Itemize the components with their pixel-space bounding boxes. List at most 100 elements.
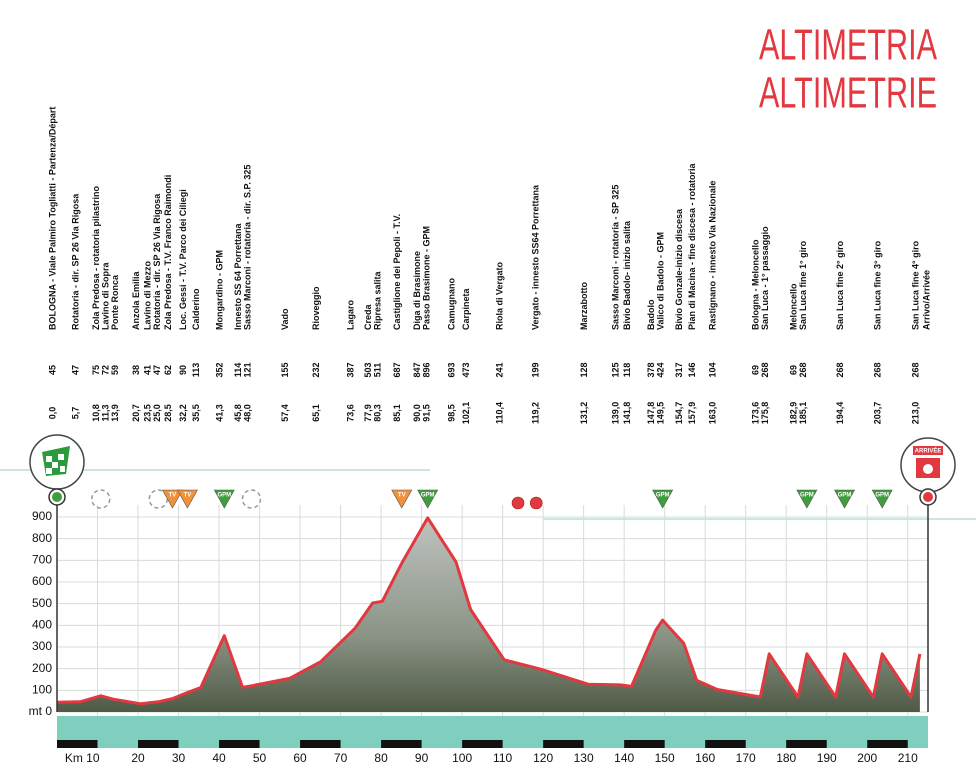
location-altitude: 378 [646, 362, 656, 377]
y-tick-label: 500 [32, 596, 52, 610]
location-km: 98,5 [446, 404, 456, 422]
x-tick-label: 190 [817, 751, 837, 765]
location-km: 203,7 [873, 402, 883, 425]
x-tick-label: 40 [212, 751, 226, 765]
location-km: 175,8 [760, 402, 770, 425]
x-tick-label: 50 [253, 751, 267, 765]
marker-label: TV [398, 493, 406, 499]
location-km: 102,1 [461, 402, 471, 425]
x-tick-label: 100 [452, 751, 472, 765]
x-tick-label: 150 [655, 751, 675, 765]
location-name: Valico di Badolo - GPM [656, 232, 666, 330]
location-km: 48,0 [242, 404, 252, 422]
location-name: San Luca fine 2° giro [835, 240, 845, 330]
location-name: Diga di Brasimone [412, 251, 422, 330]
location-altitude: 125 [610, 362, 620, 377]
marker-roundabout [241, 489, 262, 509]
marker-triangle [176, 489, 198, 509]
km-stripe [786, 740, 827, 748]
location-altitude: 268 [873, 362, 883, 377]
location-name: Bivio Badolo- inizio salita [622, 220, 632, 330]
y-tick-label: 900 [32, 509, 52, 523]
location-km: 65,1 [311, 404, 321, 422]
location-name: Carpineta [461, 287, 471, 330]
location-km: 149,5 [656, 402, 666, 425]
location-km: 77,9 [363, 404, 373, 422]
x-tick-label: 80 [374, 751, 388, 765]
location-km: 32,2 [178, 404, 188, 422]
location-name: Pian di Macina - fine discesa - rotatori… [687, 162, 697, 330]
location-km: 141,8 [622, 402, 632, 425]
location-altitude: 511 [373, 363, 383, 378]
x-tick-label: 20 [131, 751, 145, 765]
km-stripe [867, 740, 908, 748]
x-tick-label: 110 [493, 751, 512, 765]
location-altitude: 687 [392, 362, 402, 377]
location-altitude: 424 [656, 362, 666, 377]
location-km: 85,1 [392, 404, 402, 422]
x-tick-label: 210 [898, 751, 918, 765]
location-name: Meloncello [788, 283, 798, 330]
km-stripe [543, 740, 584, 748]
location-name: Arrivo/Arrivée [921, 270, 931, 330]
location-altitude: 232 [311, 362, 321, 377]
start-icon [29, 434, 85, 712]
finish-sign-text: ARRIVÉE [915, 447, 942, 455]
plot [56, 516, 922, 712]
location-name: Badolo [646, 299, 656, 330]
location-altitude: 155 [280, 362, 290, 377]
location-name: Lagaro [346, 299, 356, 330]
location-km: 147,8 [646, 402, 656, 425]
marker-triangle [161, 489, 183, 509]
location-km: 213,0 [910, 402, 920, 425]
location-altitude: 128 [579, 362, 589, 377]
location-altitude: 473 [461, 362, 471, 377]
location-altitude: 146 [687, 362, 697, 377]
marker-triangle [417, 489, 439, 509]
marker-roundabout [91, 489, 111, 509]
location-altitude: 47 [70, 365, 80, 375]
location-altitude: 352 [215, 362, 225, 377]
location-name: Castiglione dei Pepoli - T.V. [392, 214, 402, 330]
profile-line [56, 516, 922, 706]
marker-label: GPM [875, 493, 889, 499]
x-tick-label: 90 [415, 751, 429, 765]
location-altitude: 268 [760, 362, 770, 377]
location-km: 41,3 [215, 404, 225, 422]
location-altitude: 104 [708, 362, 718, 377]
x-tick-label: 180 [776, 751, 796, 765]
x-tick-label: 130 [574, 751, 594, 765]
marker-label: GPM [838, 493, 852, 499]
location-name: San Luca fine 4° giro [910, 240, 920, 330]
location-altitude: 38 [131, 365, 141, 375]
location-name: Sasso Marconi - rotatoria - SP 325 [610, 185, 620, 330]
location-altitude: 114 [233, 363, 243, 378]
location-km: 157,9 [687, 402, 697, 425]
location-name: Rotatoria - dir. SP 26 Via Rigosa [152, 193, 162, 330]
km-stripe [300, 740, 341, 748]
location-km: 25,0 [152, 404, 162, 422]
location-altitude: 847 [412, 362, 422, 377]
location-name: Bologna - Meloncello [751, 239, 761, 330]
marker-dot [529, 496, 543, 510]
location-km: 45,8 [233, 404, 243, 422]
location-name: BOLOGNA - Viale Palmiro Togliatti - Part… [47, 107, 57, 330]
location-km: 90,0 [412, 404, 422, 422]
location-name: Vergato - innesto SS64 Porrettana [530, 184, 540, 330]
location-altitude: 90 [178, 365, 188, 375]
location-km: 131,2 [579, 402, 589, 425]
km-stripe [138, 740, 179, 748]
location-altitude: 268 [798, 362, 808, 377]
location-km: 13,9 [110, 404, 120, 422]
location-altitude: 113 [191, 363, 201, 378]
location-km: 110,4 [495, 402, 505, 424]
location-altitude: 121 [242, 362, 252, 377]
location-name: San Luca fine 3° giro [873, 240, 883, 330]
y-tick-label: 800 [32, 531, 52, 545]
marker-label: GPM [800, 493, 814, 499]
location-name: Loc. Gessi - T.V. Parco dei Ciliegi [178, 189, 188, 330]
location-name: Rioveggio [311, 286, 321, 330]
location-km: 119,2 [530, 402, 540, 424]
